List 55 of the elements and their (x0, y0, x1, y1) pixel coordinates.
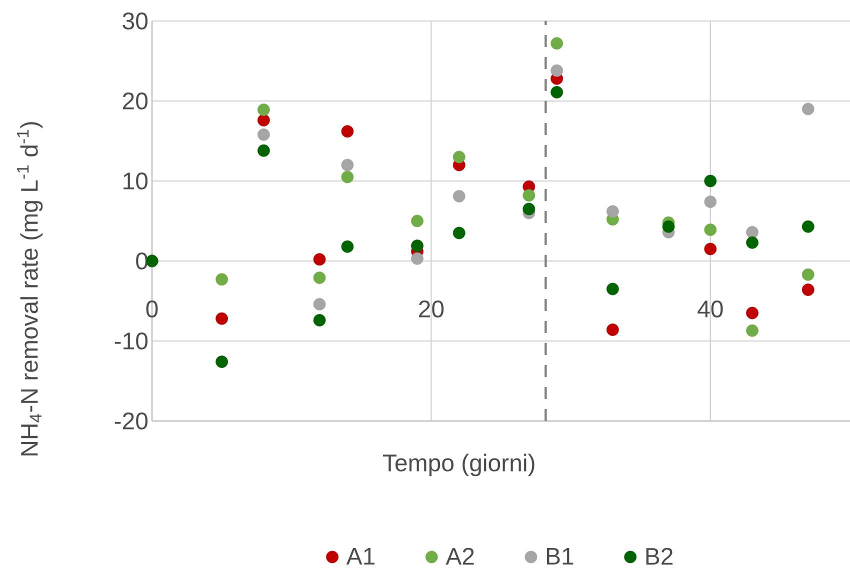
y-axis-title: NH$_{4}$-N removal rate (mg L$^{-1}$ d$^{-1}$) (17, 122, 43, 456)
legend-label: B2 (646, 548, 672, 565)
point (411, 240, 424, 252)
y-tick-label: 10 (124, 172, 148, 190)
point (746, 306, 758, 320)
point (411, 252, 424, 265)
x-tick-label: 40 (698, 300, 723, 318)
point (704, 174, 717, 188)
point (216, 312, 228, 325)
point (550, 37, 564, 50)
point (452, 190, 466, 202)
point (802, 102, 814, 116)
point (704, 224, 717, 236)
point (704, 196, 717, 208)
x-axis-title: Tempo (giorni) (382, 454, 534, 476)
point (550, 86, 564, 98)
point (341, 170, 354, 184)
point (452, 226, 466, 240)
point (216, 356, 228, 368)
point (257, 104, 270, 116)
point (313, 253, 326, 266)
point (522, 202, 536, 216)
point (550, 64, 564, 77)
point (662, 220, 675, 233)
y-tick-label: 30 (122, 12, 148, 30)
point (746, 236, 758, 249)
point (606, 282, 619, 296)
point (341, 158, 354, 172)
point (802, 220, 814, 233)
point (257, 114, 270, 126)
y-tick-label: -10 (114, 332, 148, 350)
x-tick-label: 20 (419, 300, 444, 318)
point (411, 214, 424, 228)
y-tick-label: 20 (122, 92, 148, 110)
point (452, 150, 466, 164)
point (341, 125, 354, 138)
legend-label: A1 (346, 548, 374, 564)
point (313, 298, 326, 310)
point (746, 324, 758, 337)
point (606, 324, 619, 336)
point (802, 268, 814, 281)
y-tick-label: -20 (114, 412, 148, 430)
point (257, 144, 270, 157)
point (341, 240, 354, 253)
point (313, 314, 326, 326)
legend-label: B1 (546, 548, 574, 564)
point (746, 226, 758, 238)
point (704, 242, 717, 256)
point (313, 272, 326, 284)
point (522, 189, 536, 202)
point (257, 128, 270, 141)
point (606, 205, 619, 218)
point (802, 284, 814, 296)
legend-label: A2 (446, 548, 474, 565)
point (216, 273, 228, 286)
